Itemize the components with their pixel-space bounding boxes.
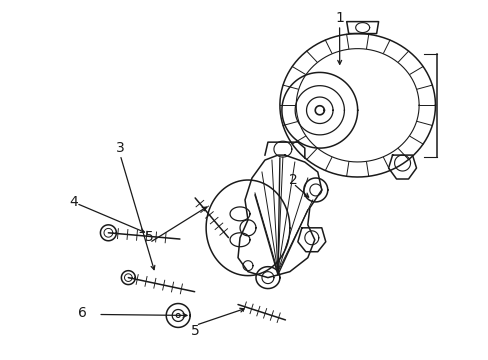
Text: 5: 5 [145, 230, 154, 244]
Text: 1: 1 [334, 11, 344, 25]
Text: 6: 6 [78, 306, 87, 320]
Text: 2: 2 [288, 173, 297, 187]
Text: 4: 4 [69, 194, 78, 208]
Text: 3: 3 [116, 141, 124, 155]
Text: 5: 5 [191, 324, 200, 338]
